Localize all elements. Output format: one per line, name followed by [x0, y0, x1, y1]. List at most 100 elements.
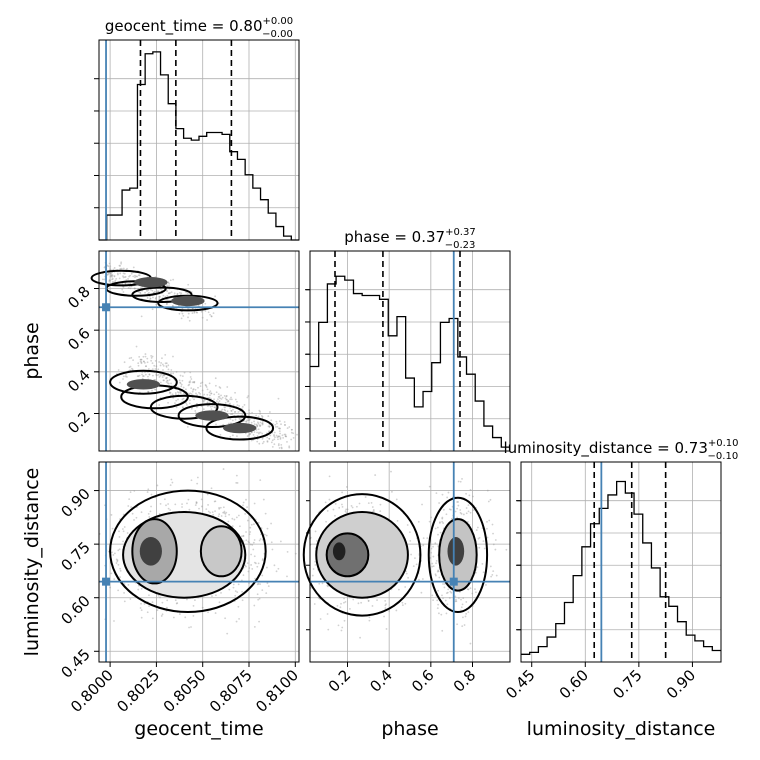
sample-point: [151, 601, 154, 604]
sample-point: [248, 567, 251, 569]
sample-point: [279, 432, 281, 435]
sample-point: [469, 642, 472, 645]
sample-point: [468, 494, 471, 497]
sample-point: [280, 443, 283, 446]
sample-point: [236, 400, 238, 403]
sample-point: [442, 597, 444, 600]
sample-point: [286, 427, 289, 429]
sample-point: [111, 527, 114, 530]
sample-point: [267, 425, 270, 428]
sample-point: [405, 572, 408, 575]
sample-point: [181, 312, 184, 315]
sample-point: [168, 284, 170, 287]
sample-point: [255, 423, 258, 426]
sample-point: [253, 539, 256, 541]
sample-point: [110, 572, 113, 575]
sample-point: [253, 555, 256, 558]
sample-point: [290, 428, 293, 431]
sample-point: [280, 423, 282, 426]
y-tick-label: 0.6: [64, 324, 94, 354]
sample-point: [144, 291, 146, 294]
sample-point: [238, 617, 240, 620]
sample-point: [207, 311, 210, 314]
sample-point: [432, 565, 435, 568]
sample-point: [162, 374, 165, 377]
density-core: [447, 537, 465, 566]
sample-point: [155, 303, 157, 306]
sample-point: [248, 582, 250, 585]
sample-point: [148, 516, 151, 518]
sample-point: [494, 548, 497, 551]
sample-point: [437, 569, 439, 572]
sample-point: [277, 443, 280, 445]
sample-point: [111, 274, 114, 277]
sample-point: [253, 604, 256, 607]
sample-point: [486, 520, 488, 523]
sample-point: [259, 424, 262, 427]
sample-point: [214, 510, 216, 513]
sample-point: [140, 361, 143, 364]
sample-point: [129, 287, 132, 290]
sample-point: [180, 317, 183, 320]
sample-point: [487, 500, 490, 503]
sample-point: [448, 508, 451, 511]
sample-point: [160, 373, 163, 376]
sample-point: [360, 601, 363, 604]
sample-point: [467, 510, 470, 513]
sample-point: [237, 583, 240, 586]
x-tick-label: 0.75: [609, 666, 645, 702]
sample-point: [251, 544, 254, 546]
sample-point: [278, 447, 281, 449]
sample-point: [109, 272, 112, 275]
density-core: [223, 422, 257, 434]
sample-point: [195, 501, 198, 503]
sample-point: [122, 276, 125, 279]
sample-point: [257, 598, 260, 601]
sample-point: [253, 423, 256, 426]
title-plus: +0.10: [708, 438, 739, 449]
sample-point: [115, 562, 118, 564]
sample-point: [341, 503, 343, 506]
sample-point: [283, 423, 286, 426]
sample-point: [229, 407, 231, 409]
sample-point: [165, 303, 168, 306]
sample-point: [486, 536, 489, 539]
sample-point: [146, 491, 149, 493]
sample-point: [157, 373, 160, 376]
sample-point: [122, 375, 125, 378]
sample-point: [186, 502, 188, 505]
sample-point: [262, 440, 265, 443]
sample-point: [133, 287, 136, 290]
sample-point: [376, 599, 378, 602]
sample-point: [118, 381, 121, 384]
x-tick-label: 0.90: [663, 666, 699, 702]
sample-point: [344, 510, 347, 513]
sample-point: [140, 358, 143, 361]
sample-point: [250, 439, 253, 442]
y-axis-label-phase: phase: [21, 322, 43, 379]
sample-point: [169, 484, 172, 487]
sample-point: [478, 546, 481, 549]
sample-point: [155, 388, 158, 391]
sample-point: [459, 509, 462, 511]
sample-point: [111, 277, 114, 280]
sample-point: [188, 381, 191, 384]
sample-point: [109, 265, 112, 268]
contour-line: [109, 489, 267, 613]
sample-point: [465, 507, 468, 509]
sample-point: [253, 431, 256, 433]
sample-point: [446, 591, 449, 594]
sample-point: [241, 590, 244, 593]
sample-point: [147, 368, 150, 370]
sample-point: [213, 406, 216, 409]
sample-point: [258, 442, 261, 445]
sample-point: [162, 294, 165, 297]
density-core: [332, 542, 346, 561]
sample-point: [176, 391, 179, 393]
sample-point: [259, 412, 261, 415]
sample-point: [223, 512, 226, 514]
sample-point: [268, 411, 271, 413]
sample-point: [201, 400, 204, 402]
sample-point: [396, 519, 399, 522]
sample-point: [230, 409, 233, 412]
